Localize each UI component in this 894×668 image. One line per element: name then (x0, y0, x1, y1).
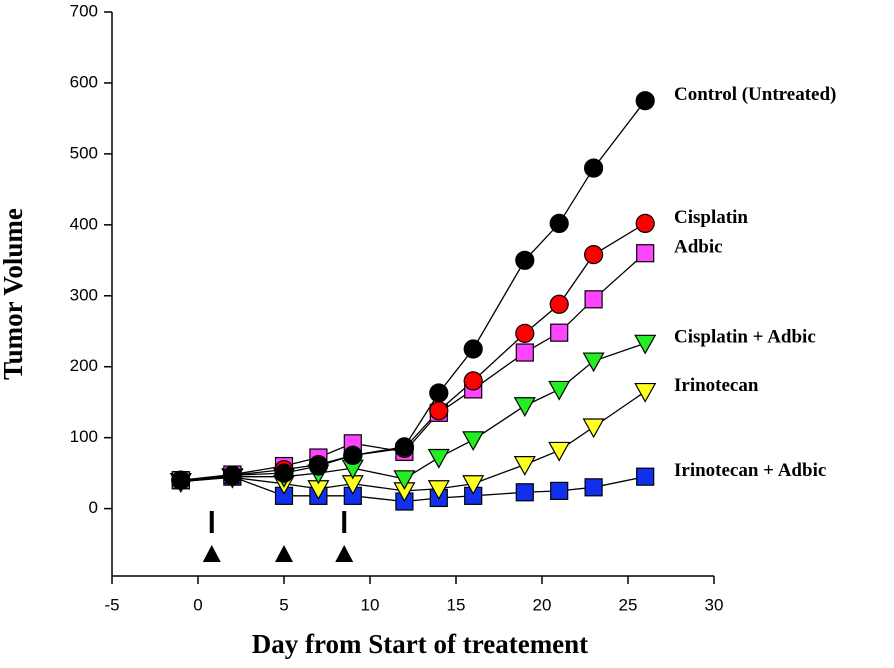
y-tick-label: 300 (70, 285, 98, 304)
treatment-arrow (275, 545, 293, 562)
point (515, 343, 534, 362)
point (463, 371, 483, 391)
point (584, 290, 603, 309)
point (515, 250, 535, 270)
point (343, 445, 363, 465)
point (634, 382, 657, 403)
x-tick-label: 30 (705, 595, 724, 614)
series-label: Irinotecan + Adbic (674, 460, 826, 481)
point (427, 448, 450, 469)
x-tick-label: 5 (279, 595, 288, 614)
point (636, 467, 655, 486)
y-axis-label: Tumor Volume (0, 208, 28, 380)
point (549, 213, 569, 234)
treatment-arrow (202, 545, 221, 562)
point (515, 323, 535, 343)
point (463, 339, 483, 359)
x-tick-label: 25 (619, 595, 638, 614)
y-tick-label: 200 (70, 356, 98, 375)
point (636, 244, 655, 263)
series-label: Adbic (674, 237, 723, 258)
series-label: Cisplatin (674, 207, 748, 228)
point (550, 481, 569, 500)
point (515, 483, 534, 502)
series-label: Cisplatin + Adbic (674, 327, 816, 348)
point (308, 456, 328, 476)
y-tick-label: 700 (70, 1, 98, 20)
point (462, 431, 485, 452)
y-tick-label: 500 (70, 143, 98, 162)
point (274, 463, 294, 483)
x-axis-label: Day from Start of treatement (252, 629, 588, 659)
point (584, 478, 603, 497)
point (549, 294, 569, 314)
point (548, 441, 571, 462)
y-tick-label: 400 (70, 214, 98, 233)
y-tick-label: 100 (70, 427, 98, 446)
point (635, 213, 655, 234)
point (427, 480, 450, 500)
point (429, 401, 449, 421)
point (222, 465, 242, 485)
series-label: Irinotecan (674, 375, 759, 396)
treatment-arrow (335, 545, 354, 562)
series-label: Control (Untreated) (674, 84, 836, 105)
point (583, 245, 604, 265)
point (634, 334, 657, 355)
y-tick-label: 600 (70, 72, 98, 91)
point (171, 470, 191, 490)
point (429, 383, 449, 403)
point (550, 323, 569, 342)
point (582, 418, 605, 439)
point (582, 352, 605, 373)
x-tick-label: 20 (533, 595, 552, 614)
point (583, 158, 604, 178)
point (462, 475, 485, 496)
x-tick-label: 15 (447, 595, 466, 614)
x-tick-label: -5 (104, 595, 119, 614)
series-line (180, 100, 646, 481)
point (635, 91, 655, 111)
point (394, 437, 414, 457)
point (513, 397, 536, 417)
x-tick-label: 10 (361, 595, 380, 614)
point (513, 456, 536, 476)
point (393, 470, 416, 491)
x-tick-label: 0 (193, 595, 202, 614)
y-tick-label: 0 (89, 498, 98, 517)
point (548, 380, 571, 401)
